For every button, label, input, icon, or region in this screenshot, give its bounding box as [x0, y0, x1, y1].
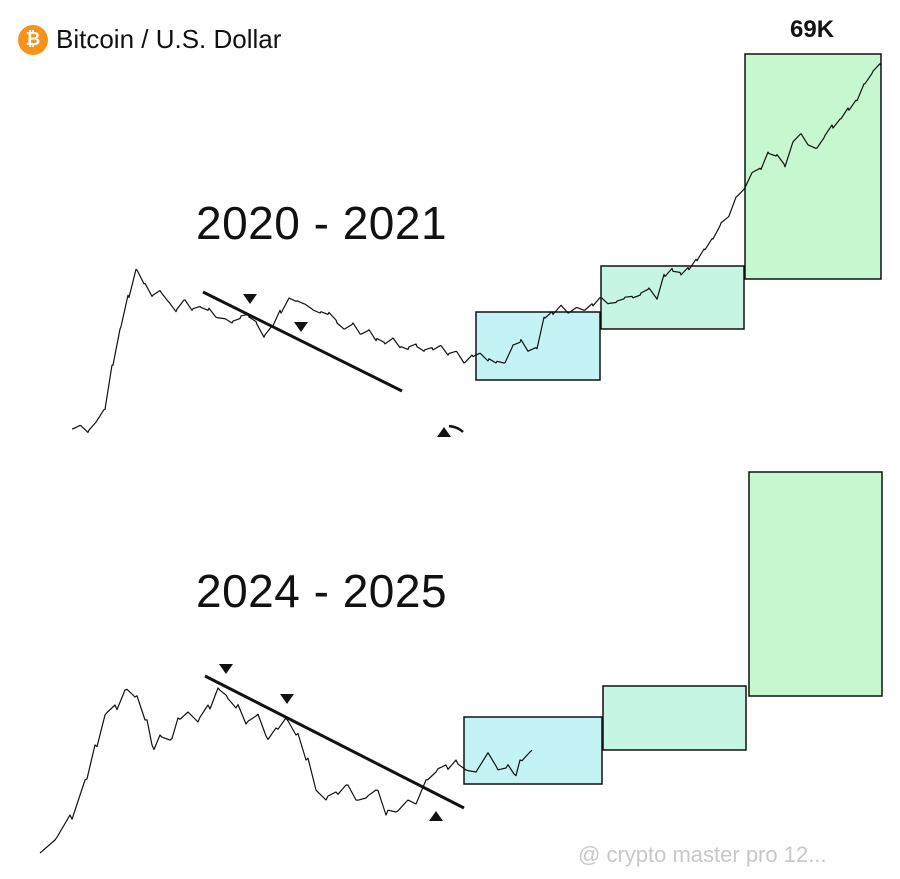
down-marker-bottom-1 — [219, 664, 233, 674]
watermark-text: @ crypto master pro 12... — [578, 842, 827, 867]
down-marker-top-2 — [294, 322, 308, 332]
price-line-2020-2021 — [71, 63, 882, 433]
down-marker-bottom-2 — [280, 694, 294, 704]
downtrend-line-bottom — [204, 674, 465, 810]
target-box-3-top — [744, 53, 882, 280]
target-box-1-bottom — [463, 716, 603, 785]
period-label-2020-2021: 2020 - 2021 — [196, 197, 448, 249]
down-marker-top-1 — [243, 294, 257, 304]
target-box-3-bottom — [748, 471, 883, 697]
pair-title: Bitcoin / U.S. Dollar — [56, 24, 282, 54]
period-label-2024-2025: 2024 - 2025 — [196, 565, 448, 617]
price-line-2024-2025 — [39, 687, 533, 854]
peak-price-label: 69K — [790, 16, 835, 43]
curve-mark-top — [448, 424, 464, 433]
downtrend-line-top — [202, 290, 403, 393]
up-marker-top — [437, 427, 451, 437]
target-box-2-top — [600, 265, 745, 330]
chart-header: ₿ Bitcoin / U.S. Dollar — [18, 24, 281, 55]
target-box-2-bottom — [602, 685, 747, 751]
up-marker-bottom — [429, 811, 443, 821]
bitcoin-logo-icon: ₿ — [18, 24, 48, 55]
